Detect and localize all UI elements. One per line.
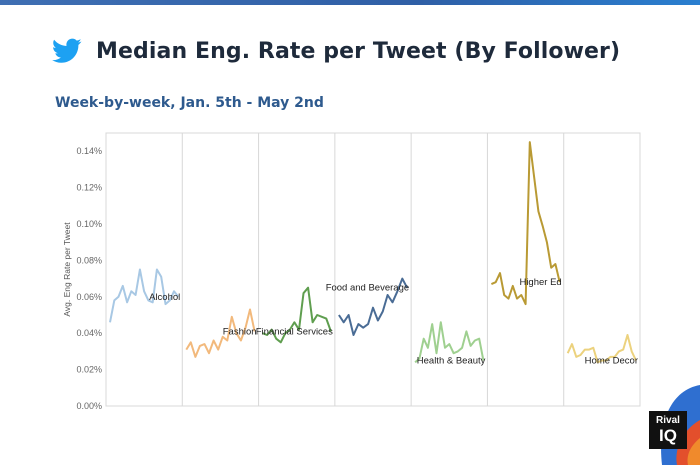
y-tick-label: 0.00% <box>76 401 102 411</box>
series-label-home-decor: Home Decor <box>585 356 638 367</box>
top-accent-bar <box>0 0 700 5</box>
series-label-financial-services: Financial Services <box>256 326 333 337</box>
series-line-fashion <box>185 308 256 358</box>
series-label-fashion: Fashion <box>223 326 257 337</box>
y-tick-label: 0.10% <box>76 219 102 229</box>
series-label-higher-ed: Higher Ed <box>519 277 561 288</box>
series-line-financial-services <box>262 286 332 344</box>
series-label-alcohol: Alcohol <box>149 292 180 303</box>
y-tick-label: 0.06% <box>76 292 102 302</box>
y-axis-label: Avg. Eng Rate per Tweet <box>62 222 72 317</box>
page-subtitle: Week-by-week, Jan. 5th - May 2nd <box>55 95 324 111</box>
logo-text-iq: IQ <box>659 426 677 445</box>
header: Median Eng. Rate per Tweet (By Follower) <box>52 38 620 64</box>
twitter-bird-icon <box>52 38 82 63</box>
y-tick-label: 0.08% <box>76 255 102 265</box>
y-tick-label: 0.02% <box>76 365 102 375</box>
chart-frame <box>105 132 641 407</box>
series-line-food-and-beverage <box>338 277 408 336</box>
series-line-home-decor <box>566 334 637 364</box>
y-tick-label: 0.04% <box>76 328 102 338</box>
series-label-food-and-beverage: Food and Beverage <box>326 283 409 294</box>
series-line-health-beauty <box>414 321 485 364</box>
series-line-higher-ed <box>490 141 561 306</box>
y-axis: 0.00% 0.02% 0.04% 0.06% 0.08% 0.10% 0.12% 0.14%… <box>62 146 102 411</box>
page-title: Median Eng. Rate per Tweet (By Follower) <box>96 38 621 64</box>
rival-iq-logo: Rival IQ <box>649 411 687 449</box>
logo-text-rival: Rival <box>656 415 680 426</box>
series-line-alcohol <box>109 268 180 323</box>
plot-border <box>105 132 641 407</box>
y-tick-label: 0.12% <box>76 183 102 193</box>
series-lines <box>109 141 637 364</box>
series-label-health-beauty: Health & Beauty <box>417 356 486 367</box>
y-tick-label: 0.14% <box>76 146 102 156</box>
series-labels: Alcohol Fashion Financial Services Food and… <box>149 277 638 366</box>
